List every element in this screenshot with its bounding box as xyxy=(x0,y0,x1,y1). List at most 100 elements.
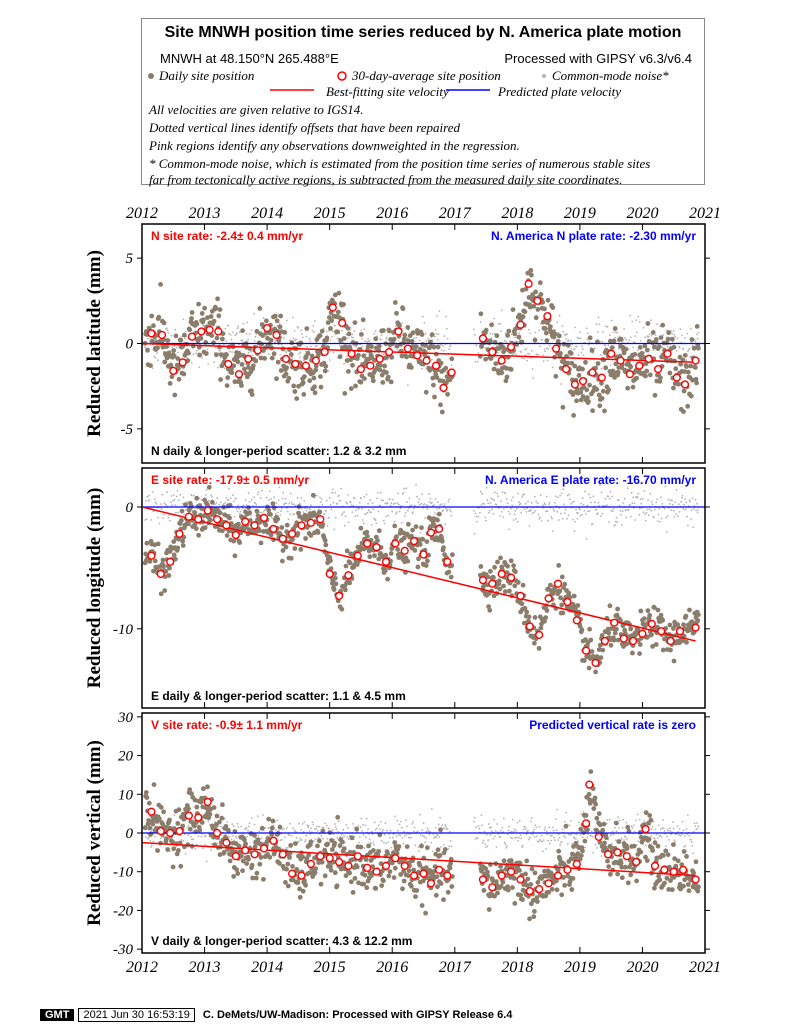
common-mode-point xyxy=(567,339,570,341)
avg30-point xyxy=(497,356,506,365)
common-mode-point xyxy=(287,518,290,521)
daily-point xyxy=(217,819,222,825)
daily-point xyxy=(306,852,311,858)
daily-point xyxy=(250,363,256,369)
common-mode-point xyxy=(402,492,405,494)
common-mode-point xyxy=(312,325,315,327)
daily-point xyxy=(603,365,609,371)
common-mode-point xyxy=(688,834,691,837)
common-mode-point xyxy=(395,511,398,514)
daily-point xyxy=(290,864,295,869)
common-mode-point xyxy=(681,496,683,499)
common-mode-point xyxy=(686,833,688,836)
daily-point xyxy=(328,867,334,873)
common-mode-point xyxy=(548,826,550,829)
common-mode-point xyxy=(324,822,327,825)
daily-point xyxy=(614,626,619,632)
daily-point xyxy=(295,880,301,886)
common-mode-point xyxy=(220,356,222,359)
common-mode-point xyxy=(245,333,248,335)
daily-point xyxy=(496,578,502,584)
daily-point xyxy=(559,602,565,608)
daily-point xyxy=(634,375,639,381)
common-mode-point xyxy=(346,836,348,838)
daily-point xyxy=(214,813,220,819)
common-mode-point xyxy=(368,340,371,342)
common-mode-point xyxy=(599,515,602,517)
daily-point xyxy=(586,399,591,404)
daily-point xyxy=(345,325,351,331)
daily-point xyxy=(553,373,559,379)
daily-point xyxy=(608,338,613,344)
common-mode-point xyxy=(696,337,699,340)
daily-point xyxy=(522,605,528,611)
daily-point xyxy=(271,351,277,357)
common-mode-point xyxy=(540,520,543,522)
common-mode-point xyxy=(512,830,515,833)
daily-point xyxy=(320,522,326,527)
avg30-point xyxy=(353,551,362,560)
daily-point xyxy=(508,558,514,564)
common-mode-point xyxy=(166,491,168,494)
common-mode-point xyxy=(298,822,300,825)
daily-point xyxy=(388,379,394,385)
common-mode-point xyxy=(401,826,403,829)
daily-point xyxy=(254,328,260,334)
daily-point xyxy=(401,878,407,884)
daily-point xyxy=(209,333,215,338)
common-mode-point xyxy=(150,846,153,848)
daily-point xyxy=(558,595,563,601)
daily-point xyxy=(271,505,277,511)
common-mode-point xyxy=(290,834,293,837)
common-mode-point xyxy=(548,842,551,845)
common-mode-point xyxy=(170,334,173,337)
common-mode-point xyxy=(241,339,243,342)
daily-point xyxy=(504,374,510,380)
common-mode-point xyxy=(536,502,539,505)
daily-point xyxy=(405,558,411,564)
daily-point xyxy=(615,370,621,375)
common-mode-point xyxy=(373,821,376,824)
common-mode-point xyxy=(527,510,530,512)
daily-point xyxy=(165,847,171,852)
avg30-point xyxy=(385,347,394,357)
daily-point xyxy=(217,852,223,857)
common-mode-point xyxy=(350,336,353,338)
common-mode-point xyxy=(353,835,356,838)
daily-point xyxy=(503,378,509,384)
common-mode-point xyxy=(305,335,308,338)
daily-point xyxy=(217,307,223,312)
daily-point xyxy=(346,331,352,337)
common-mode-point xyxy=(592,352,595,355)
avg30-point xyxy=(241,517,250,526)
common-mode-point xyxy=(644,520,647,522)
common-mode-point xyxy=(557,833,560,836)
common-mode-point xyxy=(408,497,411,500)
common-mode-point xyxy=(533,511,535,514)
x-tick-label: 2013 xyxy=(189,205,221,222)
common-mode-point xyxy=(618,504,621,507)
common-mode-point xyxy=(283,836,286,839)
common-mode-point xyxy=(369,499,372,502)
common-mode-point xyxy=(505,340,508,343)
common-mode-point xyxy=(202,847,204,850)
common-mode-point xyxy=(280,343,283,346)
common-mode-point xyxy=(325,330,328,333)
avg30-point xyxy=(363,539,372,548)
daily-point xyxy=(194,321,200,327)
avg30-point xyxy=(394,327,403,336)
common-mode-point xyxy=(288,834,291,837)
common-mode-point xyxy=(523,357,526,360)
daily-point xyxy=(413,894,418,899)
common-mode-point xyxy=(357,825,360,827)
daily-point xyxy=(192,823,197,829)
avg30-point xyxy=(657,627,666,636)
daily-point xyxy=(625,824,631,830)
daily-point xyxy=(249,862,255,868)
daily-point xyxy=(615,871,620,877)
common-mode-point xyxy=(504,332,507,335)
common-mode-point xyxy=(616,521,619,523)
daily-point xyxy=(493,879,499,884)
daily-point xyxy=(489,322,494,328)
common-mode-point xyxy=(312,823,315,826)
